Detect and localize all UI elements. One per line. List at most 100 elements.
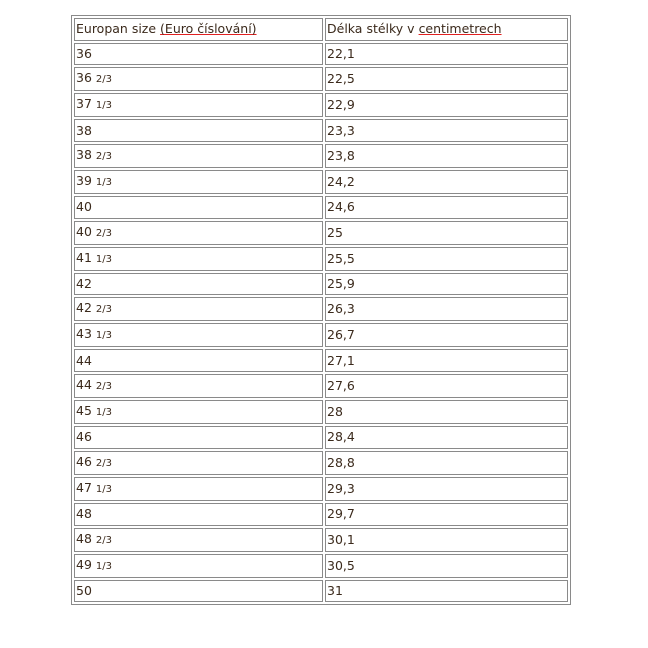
header-european-size: Europan size (Euro číslování) [74, 18, 323, 41]
length-cell: 23,3 [325, 119, 568, 143]
size-cell: 43 1/3 [74, 323, 323, 348]
size-cell: 38 2/3 [74, 144, 323, 169]
table-row: 48 2/3 30,1 [74, 527, 568, 552]
header-row: Europan size (Euro číslování) Délka stél… [74, 18, 568, 41]
table-row: 45 1/3 28 [74, 400, 568, 425]
size-value: 37 [76, 96, 92, 112]
table-row: 39 1/3 24,2 [74, 170, 568, 195]
table-row: 36 22,1 [74, 42, 568, 66]
length-cell: 28,8 [325, 450, 568, 475]
length-cell: 22,5 [325, 67, 568, 92]
table-row: 36 2/3 22,5 [74, 67, 568, 92]
size-value: 41 [76, 249, 92, 265]
length-cell: 24,6 [325, 196, 568, 219]
size-fraction: 2/3 [95, 381, 112, 393]
size-cell: 48 [74, 502, 323, 526]
size-cell: 36 2/3 [74, 67, 323, 92]
table-row: 37 1/3 22,9 [74, 93, 568, 118]
table-row: 46 28,4 [74, 426, 568, 449]
size-fraction: 1/3 [95, 177, 112, 189]
size-fraction: 1/3 [95, 100, 112, 112]
size-fraction: 2/3 [95, 227, 112, 239]
table-row: 42 2/3 26,3 [74, 297, 568, 322]
length-cell: 25 [325, 220, 568, 245]
length-cell: 29,3 [325, 476, 568, 501]
table-row: 47 1/3 29,3 [74, 476, 568, 501]
length-cell: 30,1 [325, 527, 568, 552]
table-row: 50 31 [74, 579, 568, 603]
size-cell: 42 2/3 [74, 297, 323, 322]
size-value: 42 [76, 276, 92, 292]
size-fraction: 1/3 [95, 407, 112, 419]
size-fraction: 1/3 [95, 483, 112, 495]
size-cell: 37 1/3 [74, 93, 323, 118]
size-value: 40 [76, 223, 92, 239]
size-value: 36 [76, 46, 92, 62]
size-cell: 39 1/3 [74, 170, 323, 195]
length-cell: 22,1 [325, 42, 568, 66]
header-text: Europan size [76, 21, 161, 37]
size-value: 44 [76, 352, 92, 368]
size-value: 42 [76, 300, 92, 316]
table-row: 46 2/3 28,8 [74, 450, 568, 475]
size-cell: 47 1/3 [74, 476, 323, 501]
size-fraction: 2/3 [95, 74, 112, 86]
size-cell: 49 1/3 [74, 553, 323, 578]
size-fraction: 1/3 [95, 560, 112, 572]
length-cell: 22,9 [325, 93, 568, 118]
size-value: 50 [76, 582, 92, 598]
size-fraction: 2/3 [95, 304, 112, 316]
length-cell: 23,8 [325, 144, 568, 169]
size-value: 38 [76, 147, 92, 163]
size-value: 44 [76, 377, 92, 393]
table-row: 40 2/3 25 [74, 220, 568, 245]
size-cell: 45 1/3 [74, 400, 323, 425]
size-cell: 44 [74, 349, 323, 373]
size-cell: 40 2/3 [74, 220, 323, 245]
size-cell: 46 [74, 426, 323, 449]
size-value: 47 [76, 479, 92, 495]
size-cell: 36 [74, 42, 323, 66]
length-cell: 27,6 [325, 374, 568, 399]
size-value: 38 [76, 122, 92, 138]
table-row: 42 25,9 [74, 272, 568, 296]
table-row: 48 29,7 [74, 502, 568, 526]
size-value: 40 [76, 199, 92, 215]
table-row: 44 27,1 [74, 349, 568, 373]
size-cell: 48 2/3 [74, 527, 323, 552]
table-row: 49 1/3 30,5 [74, 553, 568, 578]
header-insole-length: Délka stélky v centimetrech [325, 18, 568, 41]
centimetres-link[interactable]: centimetrech [418, 21, 502, 37]
table-row: 38 23,3 [74, 119, 568, 143]
table-row: 43 1/3 26,7 [74, 323, 568, 348]
euro-numbering-link[interactable]: (Euro číslování) [160, 21, 257, 37]
length-cell: 26,3 [325, 297, 568, 322]
size-value: 46 [76, 429, 92, 445]
length-cell: 29,7 [325, 502, 568, 526]
size-cell: 40 [74, 196, 323, 219]
size-fraction: 2/3 [95, 457, 112, 469]
table-row: 44 2/3 27,6 [74, 374, 568, 399]
length-cell: 25,5 [325, 246, 568, 271]
size-fraction: 1/3 [95, 330, 112, 342]
size-cell: 50 [74, 579, 323, 603]
length-cell: 25,9 [325, 272, 568, 296]
length-cell: 27,1 [325, 349, 568, 373]
length-cell: 24,2 [325, 170, 568, 195]
size-value: 39 [76, 173, 92, 189]
shoe-size-table: Europan size (Euro číslování) Délka stél… [71, 15, 571, 606]
table-row: 41 1/3 25,5 [74, 246, 568, 271]
size-fraction: 2/3 [95, 534, 112, 546]
size-cell: 41 1/3 [74, 246, 323, 271]
length-cell: 28,4 [325, 426, 568, 449]
size-fraction: 2/3 [95, 151, 112, 163]
size-cell: 38 [74, 119, 323, 143]
size-value: 45 [76, 403, 92, 419]
length-cell: 26,7 [325, 323, 568, 348]
size-fraction: 1/3 [95, 253, 112, 265]
size-cell: 42 [74, 272, 323, 296]
size-value: 48 [76, 506, 92, 522]
size-value: 43 [76, 326, 92, 342]
size-cell: 44 2/3 [74, 374, 323, 399]
size-value: 46 [76, 453, 92, 469]
